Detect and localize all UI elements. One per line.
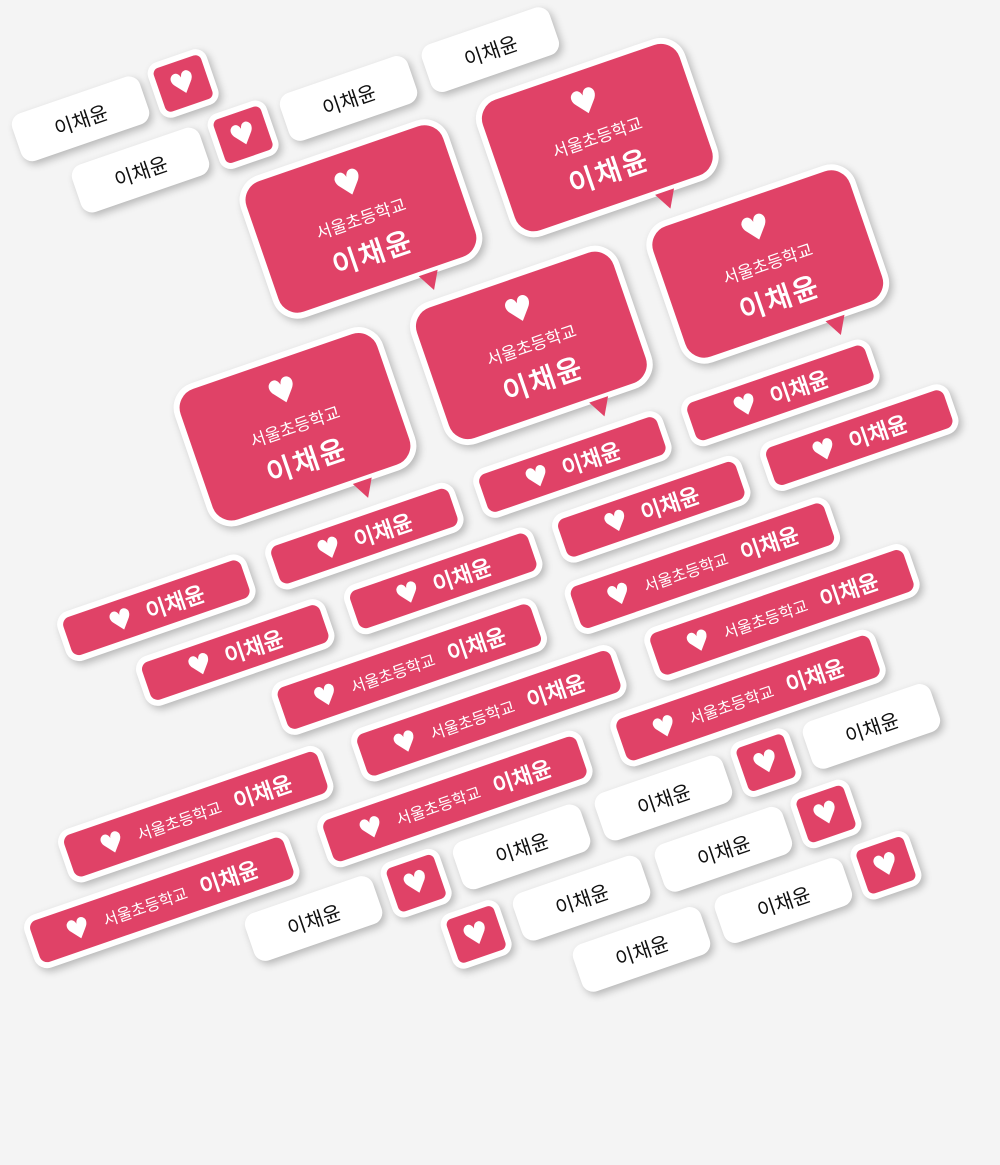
heart-icon: ♥: [807, 793, 845, 835]
heart-icon: ♥: [308, 675, 343, 716]
name-text: 이채윤: [142, 582, 209, 626]
heart-icon: ♥: [727, 385, 763, 425]
name-text: 이채윤: [845, 411, 912, 456]
heart-icon: ♥: [182, 644, 218, 685]
name-text: 이채윤: [558, 438, 625, 483]
name-text: 이채윤: [350, 510, 417, 554]
school-text: 서울초등학교: [720, 596, 811, 643]
school-text: 서울초등학교: [641, 549, 731, 597]
speech-tail: [352, 477, 378, 502]
name-text: 이채윤: [51, 99, 112, 141]
heart-icon: ♥: [387, 722, 423, 762]
heart-icon: ♥: [647, 707, 682, 747]
heart-icon: ♥: [680, 621, 716, 661]
name-text: 이채윤: [841, 707, 902, 749]
heart-icon: ♥: [164, 62, 202, 105]
heart-icon: ♥: [867, 844, 905, 887]
name-text: 이채윤: [612, 930, 673, 972]
name-text: 이채윤: [782, 655, 849, 700]
name-text: 이채윤: [766, 367, 833, 411]
name-text: 이채윤: [444, 624, 510, 668]
heart-icon: ♥: [224, 113, 262, 156]
name-text: 이채윤: [552, 879, 613, 920]
name-text: 이채윤: [318, 79, 379, 121]
heart-icon: ♥: [327, 159, 370, 208]
name-text: 이채윤: [737, 523, 803, 567]
heart-badge-sticker: ♥: [847, 827, 925, 903]
school-text: 서울초등학교: [348, 650, 438, 698]
speech-tail: [825, 314, 851, 339]
heart-icon: ♥: [390, 573, 426, 613]
name-text: 이채윤: [492, 827, 553, 869]
school-text: 서울초등학교: [686, 681, 777, 729]
heart-icon: ♥: [60, 909, 96, 949]
name-text: 이채윤: [637, 483, 704, 527]
speech-tail: [418, 269, 444, 294]
heart-icon: ♥: [747, 741, 785, 784]
name-text: 이채윤: [110, 151, 171, 192]
name-text: 이채윤: [230, 771, 297, 816]
heart-badge-sticker: ♥: [727, 725, 805, 801]
heart-icon: ♥: [261, 367, 304, 416]
heart-icon: ♥: [103, 600, 139, 640]
name-text: 이채윤: [221, 626, 288, 671]
heart-icon: ♥: [498, 286, 541, 334]
heart-badge-sticker: ♥: [787, 776, 865, 852]
name-text: 이채윤: [633, 779, 694, 820]
name-text: 이채윤: [429, 555, 496, 599]
heart-badge-sticker: ♥: [377, 845, 455, 921]
heart-icon: ♥: [397, 862, 435, 905]
heart-badge-sticker: ♥: [204, 97, 282, 173]
school-text: 서울초등학교: [134, 798, 225, 845]
name-text: 이채윤: [460, 30, 521, 72]
school-text: 서울초등학교: [393, 782, 484, 830]
name-text: 이채윤: [816, 569, 883, 614]
heart-icon: ♥: [564, 78, 607, 126]
heart-badge-sticker: ♥: [144, 45, 222, 121]
heart-icon: ♥: [598, 501, 634, 542]
heart-badge-sticker: ♥: [437, 896, 515, 972]
school-text: 서울초등학교: [427, 697, 518, 744]
heart-icon: ♥: [457, 913, 495, 956]
name-text: 이채윤: [693, 830, 754, 872]
name-text: 이채윤: [753, 881, 814, 923]
name-text: 이채윤: [196, 857, 263, 901]
name-text: 이채윤: [489, 756, 556, 801]
speech-tail: [589, 396, 614, 420]
school-text: 서울초등학교: [100, 883, 191, 931]
heart-icon: ♥: [353, 808, 389, 848]
heart-icon: ♥: [806, 430, 842, 470]
speech-tail: [655, 188, 680, 212]
heart-icon: ♥: [311, 528, 347, 568]
heart-icon: ♥: [734, 204, 777, 253]
heart-icon: ♥: [94, 823, 130, 863]
heart-icon: ♥: [601, 574, 636, 615]
heart-icon: ♥: [519, 456, 555, 497]
name-text: 이채윤: [284, 899, 345, 941]
name-text: 이채윤: [523, 670, 590, 715]
